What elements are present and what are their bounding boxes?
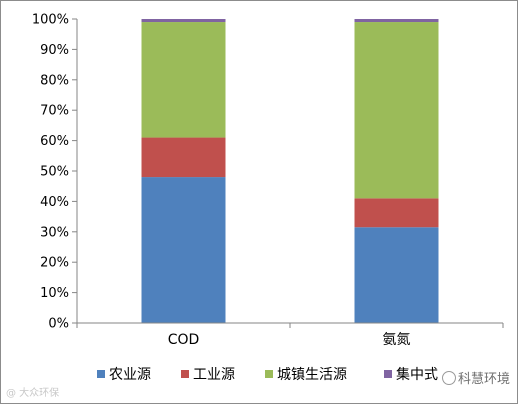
bar-1-series-1: [354, 198, 439, 228]
wechat-icon: [442, 371, 456, 385]
y-tick-label-4: 40%: [40, 195, 69, 210]
legend-swatch-1: [181, 370, 189, 378]
plot-area: [141, 19, 439, 323]
bar-0-series-1: [141, 137, 226, 178]
legend-swatch-2: [265, 370, 273, 378]
watermark-right-label: 科慧环境: [458, 372, 511, 387]
y-tick-label-6: 60%: [40, 134, 69, 149]
axes: COD 氨氮 0% 10% 20% 30% 40% 50% 60% 70% 80% 90% 100%: [32, 13, 504, 348]
y-tick-label-9: 90%: [40, 43, 69, 58]
bar-0-series-3: [141, 19, 226, 23]
legend-label-0: 农业源: [109, 367, 151, 383]
legend: 农业源 工业源 城镇生活源 集中式: [97, 366, 438, 383]
legend-swatch-3: [384, 370, 392, 378]
x-tick-label-0: COD: [168, 332, 200, 348]
x-tick-label-1: 氨氮: [383, 332, 411, 348]
bar-0-series-0: [141, 177, 226, 323]
legend-label-1: 工业源: [193, 367, 235, 383]
y-tick-label-10: 100%: [32, 13, 69, 28]
watermark-left: @ 大众环保: [6, 388, 60, 399]
bar-1-series-0: [354, 227, 439, 323]
y-tick-label-8: 80%: [40, 73, 69, 88]
y-tick-label-3: 30%: [40, 225, 69, 240]
bar-0-series-2: [141, 22, 226, 138]
y-tick-label-7: 70%: [40, 104, 69, 119]
legend-label-3: 集中式: [396, 366, 438, 383]
legend-swatch-0: [97, 370, 105, 378]
bar-1-series-2: [354, 22, 439, 199]
y-tick-label-0: 0%: [48, 317, 69, 332]
y-tick-label-1: 10%: [40, 286, 69, 301]
bar-1-series-3: [354, 19, 439, 23]
y-tick-label-5: 50%: [40, 165, 69, 180]
y-tick-label-2: 20%: [40, 256, 69, 271]
watermark-right: 科慧环境: [442, 368, 510, 387]
legend-label-2: 城镇生活源: [277, 367, 347, 383]
